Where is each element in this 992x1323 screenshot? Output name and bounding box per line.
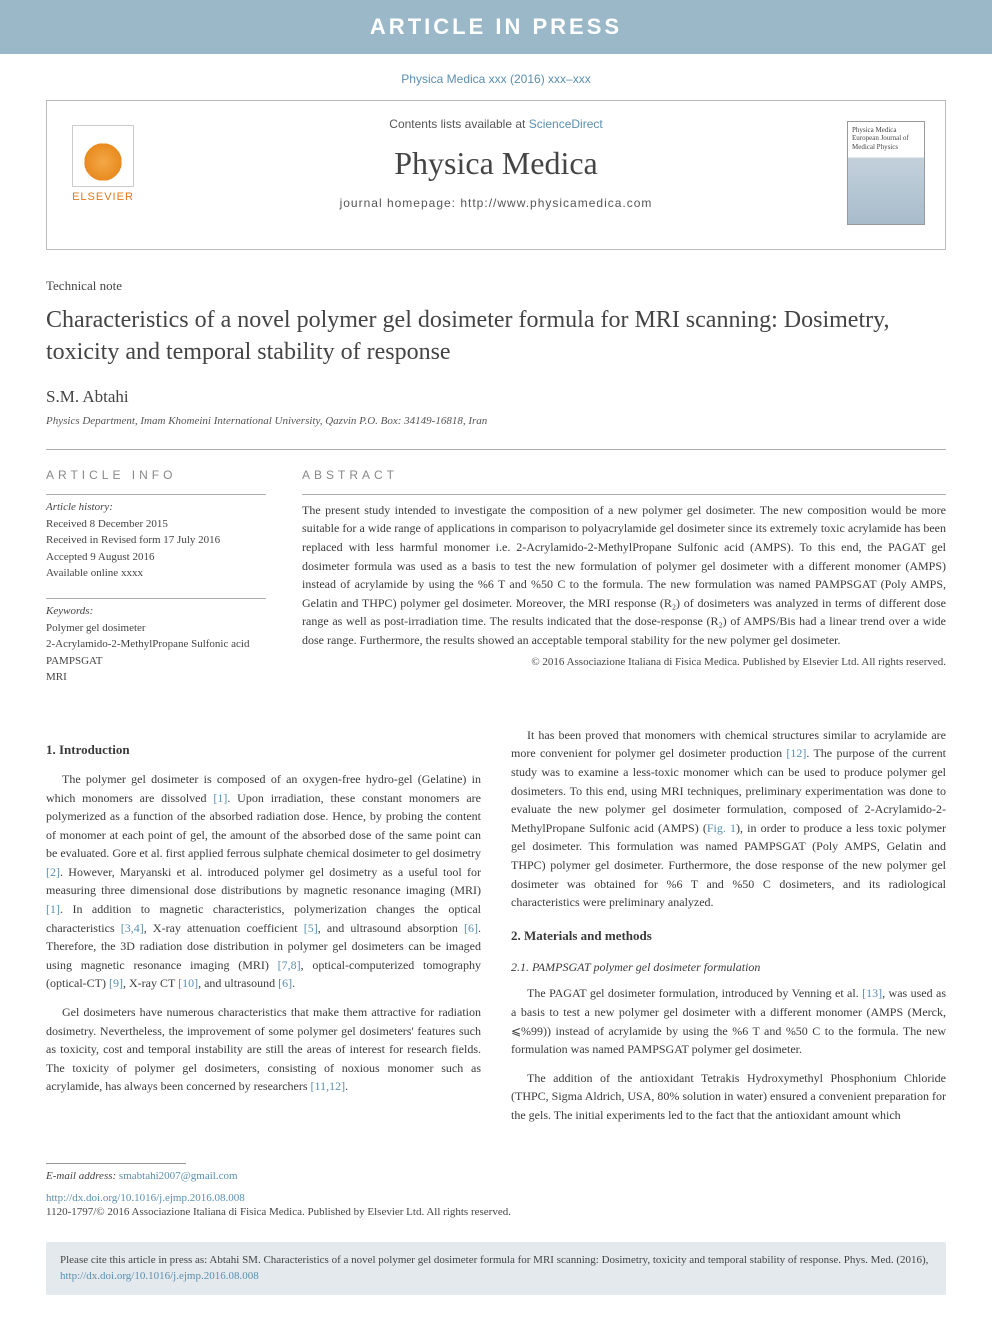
journal-cover-thumbnail: Physica Medica European Journal of Medic… [847, 121, 925, 225]
issn-copyright: 1120-1797/© 2016 Associazione Italiana d… [0, 1206, 992, 1232]
journal-homepage: journal homepage: http://www.physicamedi… [67, 196, 925, 210]
email-line: E-mail address: smabtahi2007@gmail.com [0, 1170, 992, 1182]
abstract-copyright: © 2016 Associazione Italiana di Fisica M… [302, 656, 946, 668]
elsevier-logo: ELSEVIER [67, 125, 139, 213]
history-item: Received in Revised form 17 July 2016 [46, 532, 266, 549]
history-item: Received 8 December 2015 [46, 516, 266, 533]
citation-box: Please cite this article in press as: Ab… [46, 1242, 946, 1295]
author-name: S.M. Abtahi [46, 387, 946, 407]
body-paragraph: The PAGAT gel dosimeter formulation, int… [511, 984, 946, 1058]
body-paragraph: The addition of the antioxidant Tetrakis… [511, 1069, 946, 1125]
author-affiliation: Physics Department, Imam Khomeini Intern… [46, 415, 946, 427]
history-label: Article history: [46, 494, 266, 513]
article-info-label: ARTICLE INFO [46, 468, 266, 482]
keyword: 2-Acrylamido-2-MethylPropane Sulfonic ac… [46, 636, 266, 653]
history-item: Accepted 9 August 2016 [46, 549, 266, 566]
author-email-link[interactable]: smabtahi2007@gmail.com [119, 1170, 238, 1182]
keyword: PAMPSGAT [46, 653, 266, 670]
article-type: Technical note [46, 278, 946, 294]
abstract-column: ABSTRACT The present study intended to i… [302, 468, 946, 686]
homepage-url[interactable]: http://www.physicamedica.com [460, 196, 652, 210]
doi-line: http://dx.doi.org/10.1016/j.ejmp.2016.08… [0, 1182, 992, 1206]
article-body: 1. Introduction The polymer gel dosimete… [46, 726, 946, 1125]
journal-name: Physica Medica [67, 145, 925, 182]
history-item: Available online xxxx [46, 565, 266, 582]
journal-header: ELSEVIER Physica Medica European Journal… [46, 100, 946, 250]
footer-separator [46, 1163, 186, 1164]
article-title: Characteristics of a novel polymer gel d… [46, 304, 946, 369]
elsevier-text: ELSEVIER [67, 191, 139, 203]
abstract-label: ABSTRACT [302, 468, 946, 482]
section-heading: 2. Materials and methods [511, 926, 946, 946]
subsection-heading: 2.1. PAMPSGAT polymer gel dosimeter form… [511, 958, 946, 977]
section-heading: 1. Introduction [46, 740, 481, 760]
keywords-label: Keywords: [46, 598, 266, 617]
body-paragraph: It has been proved that monomers with ch… [511, 726, 946, 912]
article-info-column: ARTICLE INFO Article history: Received 8… [46, 468, 266, 686]
keyword: Polymer gel dosimeter [46, 620, 266, 637]
abstract-text: The present study intended to investigat… [302, 494, 946, 650]
contents-line: Contents lists available at ScienceDirec… [67, 117, 925, 131]
keyword: MRI [46, 669, 266, 686]
sciencedirect-link[interactable]: ScienceDirect [529, 117, 603, 131]
citation-doi-link[interactable]: http://dx.doi.org/10.1016/j.ejmp.2016.08… [60, 1270, 259, 1282]
article-in-press-banner: ARTICLE IN PRESS [0, 0, 992, 54]
doi-link[interactable]: http://dx.doi.org/10.1016/j.ejmp.2016.08… [46, 1192, 245, 1204]
body-paragraph: The polymer gel dosimeter is composed of… [46, 770, 481, 993]
citation-line: Physica Medica xxx (2016) xxx–xxx [0, 54, 992, 100]
body-paragraph: Gel dosimeters have numerous characteris… [46, 1003, 481, 1096]
